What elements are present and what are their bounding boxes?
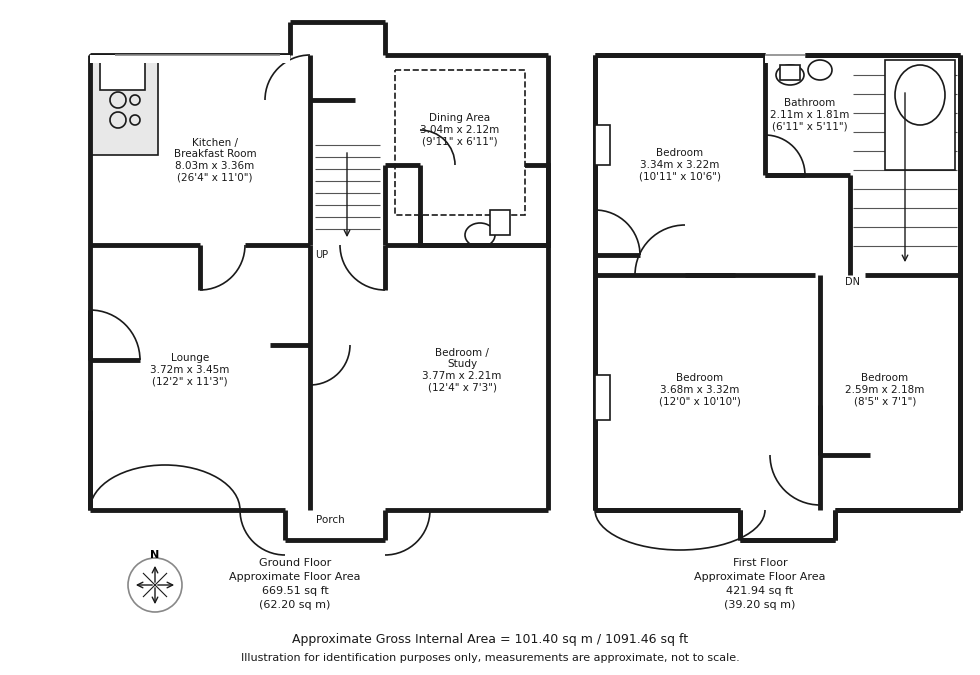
Text: DN: DN — [845, 277, 860, 287]
Text: Bedroom
3.68m x 3.32m
(12'0" x 10'10"): Bedroom 3.68m x 3.32m (12'0" x 10'10") — [660, 373, 741, 406]
Bar — [395, 70, 525, 215]
Bar — [285, 510, 385, 540]
Text: Bedroom
3.34m x 3.22m
(10'11" x 10'6"): Bedroom 3.34m x 3.22m (10'11" x 10'6") — [639, 148, 721, 182]
Text: Porch: Porch — [316, 515, 344, 525]
Text: Kitchen /
Breakfast Room
8.03m x 3.36m
(26'4" x 11'0"): Kitchen / Breakfast Room 8.03m x 3.36m (… — [173, 138, 257, 182]
Bar — [290, 22, 385, 55]
Bar — [765, 55, 805, 63]
Text: Dining Area
3.04m x 2.12m
(9'11" x 6'11"): Dining Area 3.04m x 2.12m (9'11" x 6'11"… — [420, 113, 500, 146]
Bar — [90, 55, 548, 510]
Bar — [90, 55, 290, 63]
Text: Illustration for identification purposes only, measurements are approximate, not: Illustration for identification purposes… — [241, 653, 739, 663]
Text: UP: UP — [315, 250, 328, 260]
Text: Bedroom /
Study
3.77m x 2.21m
(12'4" x 7'3"): Bedroom / Study 3.77m x 2.21m (12'4" x 7… — [422, 348, 502, 392]
Text: Bedroom
2.59m x 2.18m
(8'5" x 7'1"): Bedroom 2.59m x 2.18m (8'5" x 7'1") — [846, 373, 925, 406]
Text: N: N — [150, 550, 160, 560]
Bar — [780, 65, 800, 80]
Polygon shape — [595, 55, 960, 510]
Text: Bathroom
2.11m x 1.81m
(6'11" x 5'11"): Bathroom 2.11m x 1.81m (6'11" x 5'11") — [770, 99, 850, 132]
Bar — [420, 165, 548, 245]
Text: Lounge
3.72m x 3.45m
(12'2" x 11'3"): Lounge 3.72m x 3.45m (12'2" x 11'3") — [150, 354, 229, 387]
Text: Ground Floor
Approximate Floor Area
669.51 sq ft
(62.20 sq m): Ground Floor Approximate Floor Area 669.… — [229, 558, 361, 610]
Bar — [595, 125, 610, 165]
Bar — [595, 375, 610, 420]
Text: First Floor
Approximate Floor Area
421.94 sq ft
(39.20 sq m): First Floor Approximate Floor Area 421.9… — [694, 558, 826, 610]
Bar — [90, 55, 158, 155]
Bar — [885, 60, 955, 170]
Bar — [100, 60, 145, 90]
Bar — [490, 210, 510, 235]
Text: Approximate Gross Internal Area = 101.40 sq m / 1091.46 sq ft: Approximate Gross Internal Area = 101.40… — [292, 634, 688, 647]
